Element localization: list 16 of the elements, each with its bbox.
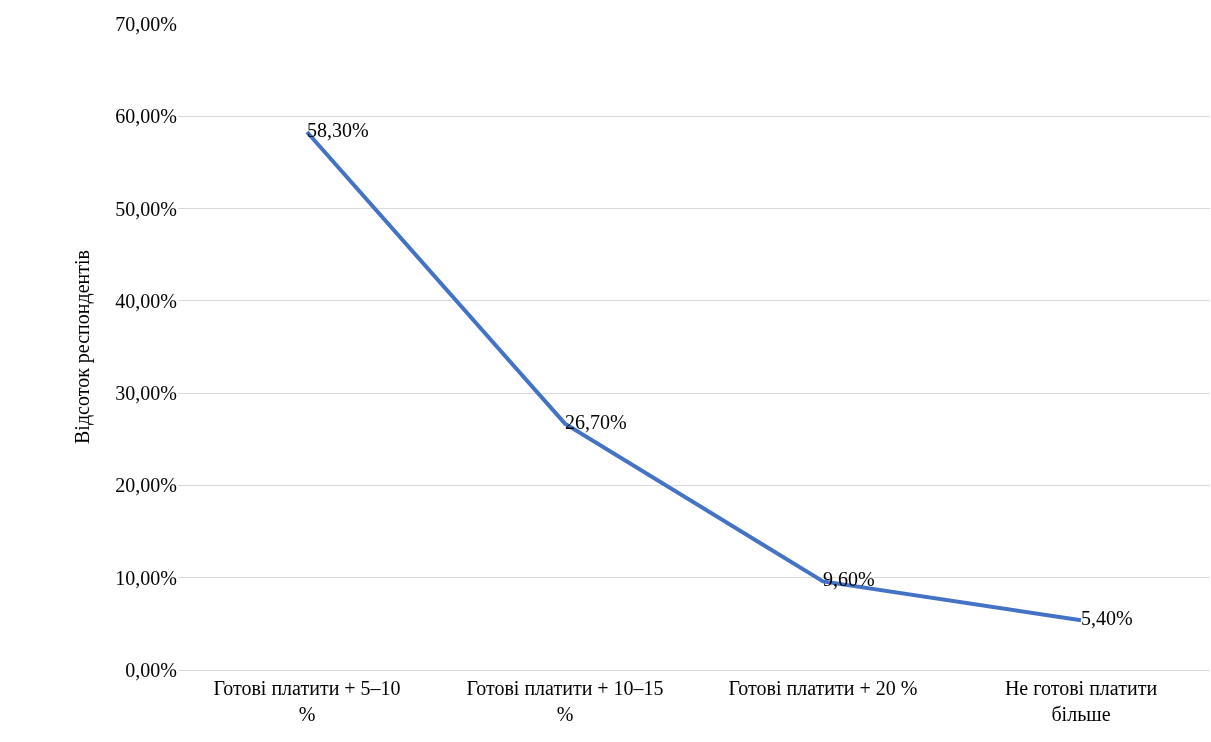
y-axis-title: Відсоток респондентів	[70, 249, 94, 445]
x-tick-label: Готові платити + 10–15 %	[466, 677, 664, 725]
x-tick-label: Готові платити + 20 %	[728, 677, 918, 699]
y-tick-label: 40,00%	[115, 289, 177, 312]
y-tick-label: 60,00%	[115, 105, 177, 128]
x-tick-label: Не готові платити більше	[1004, 677, 1158, 725]
y-tick-label: 30,00%	[115, 382, 177, 405]
y-tick-label: 20,00%	[115, 474, 177, 497]
y-tick-label: 10,00%	[115, 566, 177, 589]
data-label: 5,40%	[1081, 607, 1133, 630]
data-label: 58,30%	[307, 118, 369, 141]
y-tick-label: 50,00%	[115, 197, 177, 220]
data-label: 26,70%	[565, 410, 627, 433]
x-tick-label: Готові платити + 5–10 %	[213, 677, 401, 725]
y-tick-label: 70,00%	[115, 13, 177, 35]
y-tick-label: 0,00%	[125, 659, 177, 681]
